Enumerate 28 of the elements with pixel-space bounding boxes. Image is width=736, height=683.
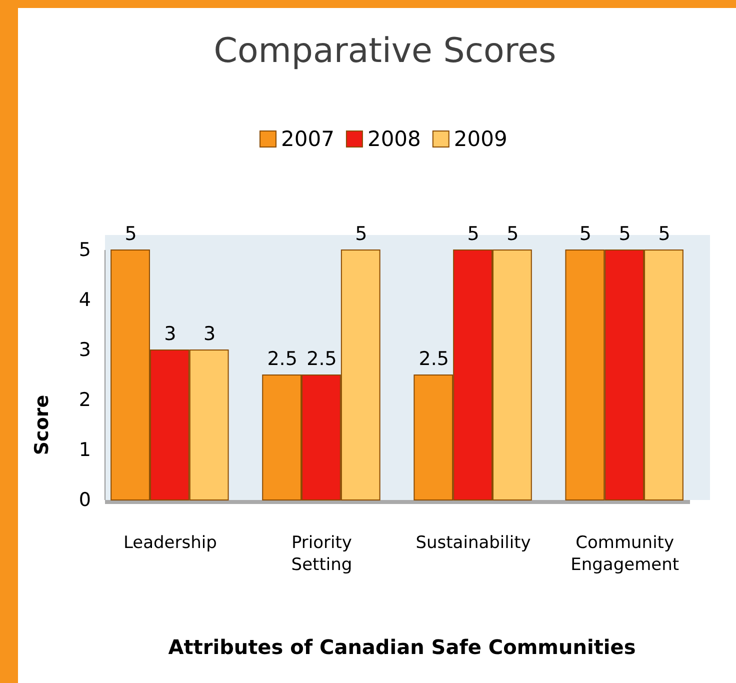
y-tick-label: 4 bbox=[78, 289, 91, 312]
data-label: 5 bbox=[355, 223, 368, 245]
y-tick-label: 2 bbox=[78, 389, 91, 412]
chart-title: Comparative Scores bbox=[214, 31, 556, 71]
legend-label: 2007 bbox=[281, 127, 334, 151]
data-label: 3 bbox=[164, 323, 176, 345]
x-tick-label: Sustainability bbox=[416, 533, 531, 553]
y-tick-label: 5 bbox=[78, 239, 91, 262]
data-label: 5 bbox=[506, 223, 519, 245]
data-label: 2.5 bbox=[418, 348, 449, 370]
y-tick-label: 0 bbox=[78, 489, 91, 512]
data-label: 5 bbox=[124, 223, 137, 245]
y-tick-label: 1 bbox=[78, 439, 91, 462]
data-label: 2.5 bbox=[306, 348, 337, 370]
legend-label: 2009 bbox=[454, 127, 508, 151]
x-tick-label: Leadership bbox=[123, 533, 217, 553]
x-tick-label: Priority Setting bbox=[291, 533, 352, 575]
data-label: 5 bbox=[579, 223, 592, 245]
y-axis-title: Score bbox=[31, 394, 53, 456]
x-tick-label: Community Engagement bbox=[570, 533, 680, 575]
y-tick-label: 3 bbox=[78, 339, 91, 362]
x-axis-title: Attributes of Canadian Safe Communities bbox=[168, 635, 636, 659]
data-label: 3 bbox=[204, 323, 216, 345]
data-label: 5 bbox=[467, 223, 480, 245]
data-label: 5 bbox=[658, 223, 670, 245]
legend-label: 2008 bbox=[367, 127, 421, 151]
data-label: 5 bbox=[618, 223, 631, 245]
data-label: 2.5 bbox=[267, 348, 298, 370]
